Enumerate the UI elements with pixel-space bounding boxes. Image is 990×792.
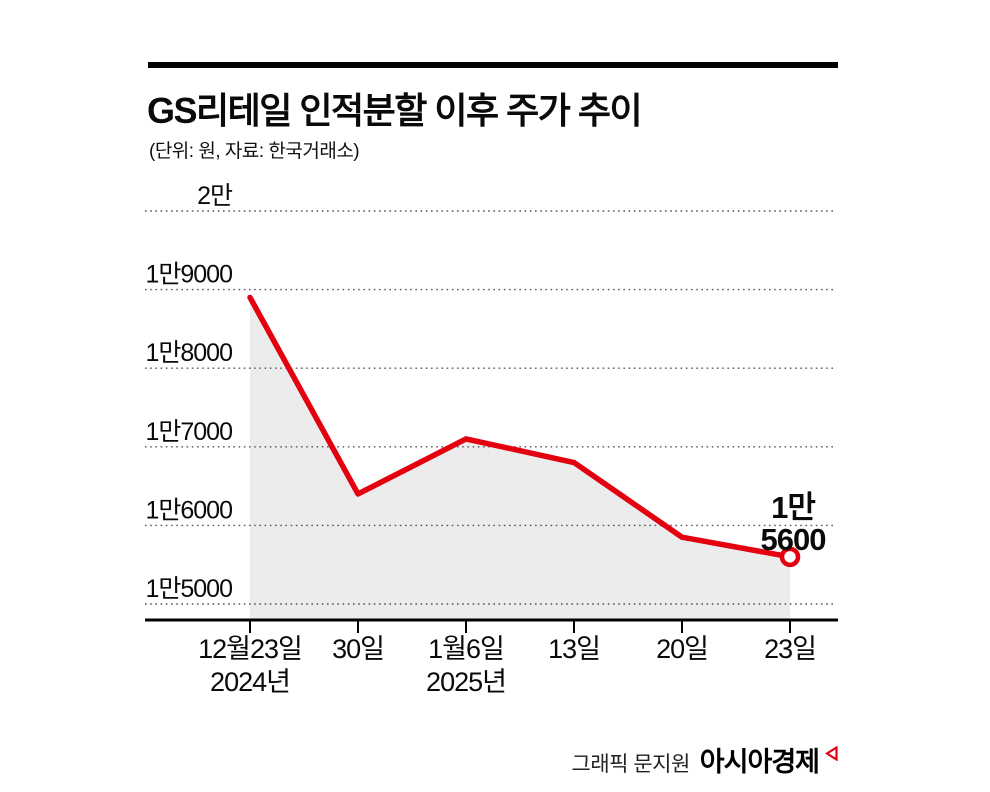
x-tick-label: 2025년: [426, 667, 506, 697]
graphic-credit: 그래픽 문지원: [571, 753, 691, 776]
x-tick-label: 1월6일: [428, 634, 504, 664]
top-rule: [148, 62, 838, 68]
annotation-value: 5600: [761, 522, 826, 557]
x-tick-label: 2024년: [210, 667, 290, 697]
annotation-value: 1만: [771, 490, 815, 525]
price-line: [247, 294, 793, 560]
area-fill: [250, 297, 790, 620]
footer-credit-line: 그래픽 문지원 아시아경제: [572, 740, 842, 779]
chart-subtitle: (단위: 원, 자료: 한국거래소): [149, 141, 360, 162]
y-tick-label: 1만6000: [145, 496, 232, 524]
x-tick-label: 13일: [548, 634, 600, 664]
x-tick-label: 30일: [332, 634, 384, 664]
y-tick-label: 2만: [197, 182, 233, 210]
x-tick-label: 12월23일: [198, 634, 302, 664]
y-tick-label: 1만5000: [145, 575, 232, 603]
x-tick-label: 23일: [764, 634, 816, 664]
end-point-marker: [779, 546, 801, 568]
page-title: GS리테일 인적분할 이후 주가 추이: [147, 90, 643, 131]
brand-name: 아시아경제: [699, 747, 820, 777]
brand-logo-icon: [824, 745, 838, 766]
y-tick-label: 1만9000: [145, 261, 232, 289]
y-tick-label: 1만8000: [145, 339, 232, 367]
x-tick-label: 20일: [656, 634, 708, 664]
y-tick-label: 1만7000: [145, 418, 232, 446]
